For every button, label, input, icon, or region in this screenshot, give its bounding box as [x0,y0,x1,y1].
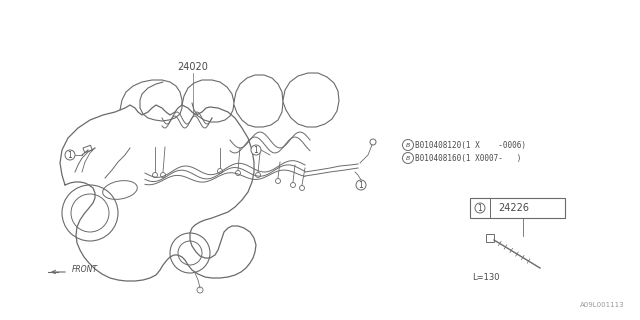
Text: L=130: L=130 [472,274,499,283]
Text: B: B [406,156,410,161]
Circle shape [403,140,413,150]
Circle shape [356,180,366,190]
Text: A09L001113: A09L001113 [580,302,625,308]
Text: B010408160(1 X0007-   ): B010408160(1 X0007- ) [415,154,522,163]
Text: 24226: 24226 [498,203,529,213]
Bar [486,234,494,242]
Circle shape [475,203,485,213]
Text: FRONT: FRONT [72,266,98,275]
Text: B010408120(1 X    -0006): B010408120(1 X -0006) [415,140,526,149]
Circle shape [403,153,413,164]
Circle shape [251,145,261,155]
Circle shape [65,150,75,160]
Text: 1: 1 [253,146,259,155]
Text: 1: 1 [358,180,364,189]
Text: B: B [406,142,410,148]
Text: 24020: 24020 [177,62,209,72]
Text: 1: 1 [68,150,72,159]
Text: 1: 1 [477,204,483,212]
Bar [470,198,565,218]
Bar [83,145,92,153]
